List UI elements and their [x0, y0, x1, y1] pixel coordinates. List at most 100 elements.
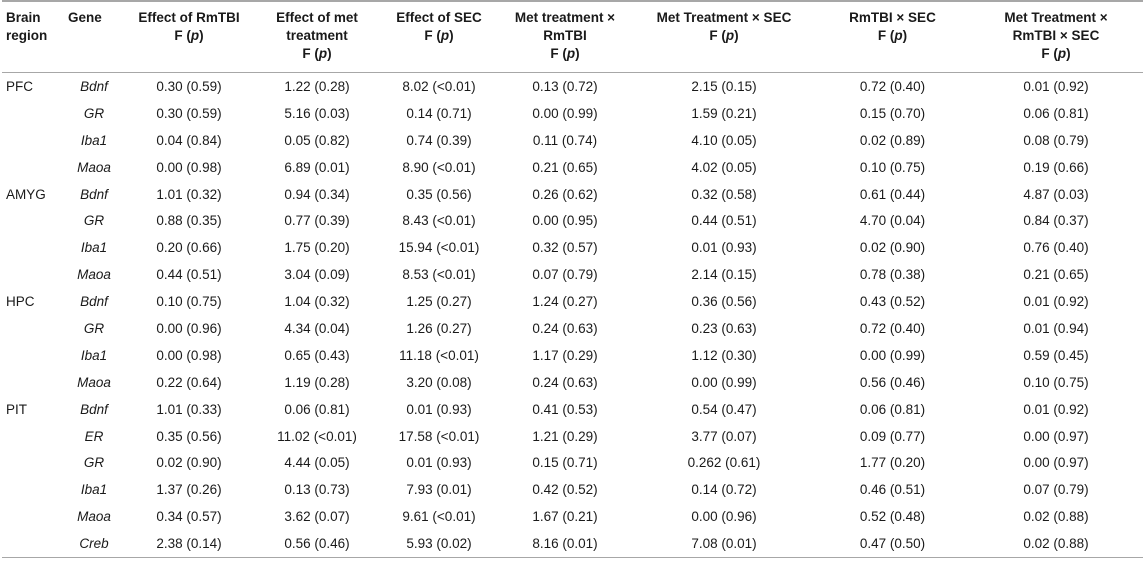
- cell-value: 1.04 (0.32): [284, 294, 350, 310]
- header-row: Brain region Gene Effect of RmTBI F (p) Ef…: [2, 1, 1143, 73]
- cell-value: 0.04 (0.84): [156, 132, 222, 148]
- table-row: GR 0.02 (0.90) 4.44 (0.05) 0.01 (0.93) 0.15 …: [2, 449, 1143, 476]
- cell-value: 1.26 (0.27): [406, 320, 472, 336]
- cell-value: 1.17 (0.29): [532, 347, 598, 363]
- table-row: GR 0.88 (0.35) 0.77 (0.39) 8.43 (<0.01) 0.00…: [2, 207, 1143, 234]
- cell-value: 4.70 (0.04): [859, 213, 926, 229]
- cell-gene: Iba1: [80, 347, 108, 363]
- cell-gene: Iba1: [80, 240, 108, 256]
- cell-value: 8.16 (0.01): [498, 530, 632, 559]
- cell-gene: Bdnf: [80, 186, 108, 202]
- header-brain-region: Brain region: [2, 1, 64, 73]
- cell-value: 11.02 (<0.01): [277, 428, 357, 444]
- cell-value: 0.72 (0.40): [859, 320, 926, 336]
- cell-value: 4.10 (0.05): [691, 132, 757, 148]
- cell-value: 0.24 (0.63): [532, 320, 598, 336]
- cell-value: 0.54 (0.47): [691, 401, 757, 417]
- cell-value: 8.90 (<0.01): [402, 159, 476, 175]
- cell-gene: Creb: [64, 530, 124, 559]
- cell-value: 3.20 (0.08): [406, 374, 472, 390]
- cell-brain-region: [2, 503, 64, 530]
- cell-value: 0.47 (0.50): [816, 530, 969, 559]
- cell-gene: GR: [83, 455, 105, 471]
- cell-value: 0.43 (0.52): [859, 294, 926, 310]
- cell-value: 0.00 (0.97): [1023, 455, 1089, 471]
- cell-brain-region: [2, 342, 64, 369]
- cell-value: 0.00 (0.96): [156, 320, 222, 336]
- cell-value: 0.44 (0.51): [156, 267, 222, 283]
- table-body: PFC Bdnf 0.30 (0.59) 1.22 (0.28) 8.02 (<0.01…: [2, 73, 1143, 559]
- cell-brain-region: [2, 423, 64, 450]
- cell-value: 0.24 (0.63): [532, 374, 598, 390]
- cell-value: 2.14 (0.15): [691, 267, 757, 283]
- table-row: Maoa 0.44 (0.51) 3.04 (0.09) 8.53 (<0.01) 0.…: [2, 261, 1143, 288]
- cell-brain-region: [2, 261, 64, 288]
- header-effect-rmtbi: Effect of RmTBI F (p): [124, 1, 254, 73]
- cell-value: 0.77 (0.39): [284, 213, 350, 229]
- cell-gene: Maoa: [77, 509, 111, 525]
- cell-brain-region: [2, 234, 64, 261]
- cell-value: 0.08 (0.79): [1023, 132, 1089, 148]
- cell-value: 0.14 (0.71): [406, 105, 472, 121]
- cell-gene: Maoa: [77, 374, 111, 390]
- cell-value: 0.44 (0.51): [691, 213, 757, 229]
- results-table: Brain region Gene Effect of RmTBI F (p) Ef…: [2, 0, 1143, 559]
- cell-value: 0.01 (0.94): [1023, 320, 1089, 336]
- cell-brain-region: [2, 530, 64, 559]
- cell-value: 0.13 (0.73): [284, 482, 350, 498]
- cell-value: 0.19 (0.66): [1023, 159, 1089, 175]
- cell-value: 0.09 (0.77): [859, 428, 926, 444]
- cell-brain-region: [2, 154, 64, 181]
- cell-value: 0.72 (0.40): [859, 78, 926, 94]
- table-row: HPC Bdnf 0.10 (0.75) 1.04 (0.32) 1.25 (0.27)…: [2, 288, 1143, 315]
- cell-value: 0.59 (0.45): [1023, 347, 1089, 363]
- cell-gene: Bdnf: [80, 78, 108, 94]
- cell-value: 0.84 (0.37): [1023, 213, 1089, 229]
- cell-value: 0.01 (0.92): [1023, 401, 1089, 417]
- cell-value: 0.52 (0.48): [859, 509, 926, 525]
- cell-gene: GR: [83, 320, 105, 336]
- cell-value: 0.00 (0.98): [156, 347, 222, 363]
- cell-value: 0.10 (0.75): [156, 294, 222, 310]
- cell-value: 1.75 (0.20): [284, 240, 350, 256]
- cell-value: 0.46 (0.51): [859, 482, 926, 498]
- table-row: Creb 2.38 (0.14) 0.56 (0.46) 5.93 (0.02) 8.1…: [2, 530, 1143, 559]
- table-row: Maoa 0.00 (0.98) 6.89 (0.01) 8.90 (<0.01) 0.…: [2, 154, 1143, 181]
- header-rmtbi-x-sec: RmTBI × SEC F (p): [816, 1, 969, 73]
- cell-value: 0.02 (0.88): [969, 530, 1143, 559]
- cell-value: 0.06 (0.81): [1023, 105, 1089, 121]
- cell-value: 0.01 (0.93): [691, 240, 757, 256]
- cell-value: 0.02 (0.90): [859, 240, 926, 256]
- cell-brain-region: [2, 476, 64, 503]
- cell-value: 1.01 (0.32): [156, 186, 222, 202]
- cell-brain-region: PIT: [6, 401, 28, 417]
- cell-value: 0.15 (0.70): [859, 105, 926, 121]
- cell-value: 0.06 (0.81): [859, 401, 926, 417]
- cell-value: 0.30 (0.59): [156, 78, 222, 94]
- cell-value: 1.67 (0.21): [532, 509, 598, 525]
- cell-value: 0.65 (0.43): [284, 347, 350, 363]
- cell-value: 0.34 (0.57): [156, 509, 222, 525]
- cell-value: 0.21 (0.65): [532, 159, 598, 175]
- cell-value: 0.13 (0.72): [532, 78, 598, 94]
- cell-value: 0.02 (0.89): [859, 132, 926, 148]
- cell-value: 0.74 (0.39): [406, 132, 472, 148]
- cell-value: 1.12 (0.30): [691, 347, 757, 363]
- cell-value: 0.14 (0.72): [691, 482, 757, 498]
- cell-value: 8.02 (<0.01): [402, 78, 476, 94]
- cell-value: 0.78 (0.38): [859, 267, 926, 283]
- cell-value: 0.02 (0.90): [156, 455, 222, 471]
- cell-value: 1.19 (0.28): [284, 374, 350, 390]
- cell-value: 0.00 (0.97): [1023, 428, 1089, 444]
- cell-value: 0.05 (0.82): [284, 132, 350, 148]
- table-row: GR 0.30 (0.59) 5.16 (0.03) 0.14 (0.71) 0.00 …: [2, 100, 1143, 127]
- cell-value: 0.35 (0.56): [406, 186, 472, 202]
- cell-value: 4.44 (0.05): [284, 455, 350, 471]
- cell-gene: ER: [84, 428, 104, 444]
- cell-value: 1.77 (0.20): [859, 455, 926, 471]
- cell-value: 17.58 (<0.01): [398, 428, 480, 444]
- cell-brain-region: HPC: [6, 294, 35, 310]
- cell-brain-region: [2, 127, 64, 154]
- cell-value: 0.35 (0.56): [156, 428, 222, 444]
- cell-value: 0.61 (0.44): [859, 186, 926, 202]
